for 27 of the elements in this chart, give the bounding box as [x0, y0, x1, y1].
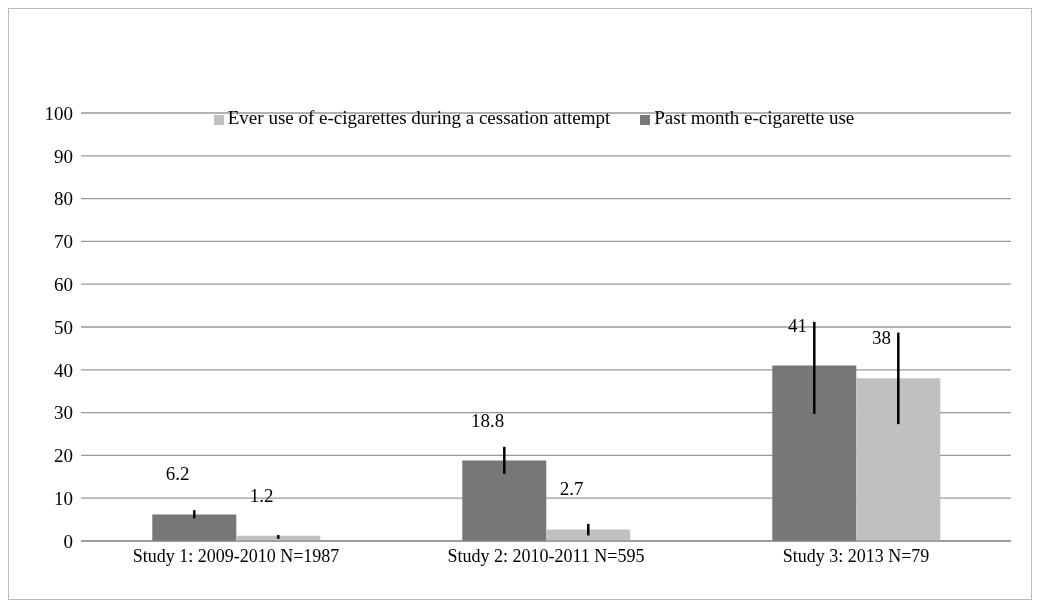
bar [152, 514, 237, 541]
x-tick-label: Study 3: 2013 N=79 [782, 545, 930, 566]
y-tick-label: 0 [63, 530, 73, 552]
bar [546, 529, 631, 541]
data-label: 1.2 [249, 484, 274, 506]
y-tick-label: 50 [54, 316, 73, 338]
y-tick-label: 90 [54, 145, 73, 167]
x-tick-label: Study 2: 2010-2011 N=595 [447, 545, 645, 566]
y-tick-label: 60 [54, 273, 73, 295]
y-tick-label: 70 [54, 231, 73, 253]
y-tick-label: 100 [44, 102, 73, 124]
y-tick-label: 40 [54, 359, 73, 381]
bar [772, 365, 857, 541]
y-tick-label: 20 [54, 445, 73, 467]
data-label: 6.2 [165, 463, 190, 485]
data-label: 18.8 [470, 409, 505, 431]
data-label: 2.7 [559, 478, 584, 500]
y-tick-label: 30 [54, 402, 73, 424]
bar [856, 378, 941, 541]
bar [462, 460, 547, 541]
y-tick-label: 10 [54, 487, 73, 509]
x-tick-label: Study 1: 2009-2010 N=1987 [132, 545, 340, 566]
data-label: 41 [788, 314, 807, 336]
legend-label: Ever use of e-cigarettes during a cessation attempt [227, 107, 611, 128]
legend-label: Past month e-cigarette use [654, 107, 855, 128]
data-label: 38 [872, 327, 891, 349]
y-tick-label: 80 [54, 188, 73, 210]
